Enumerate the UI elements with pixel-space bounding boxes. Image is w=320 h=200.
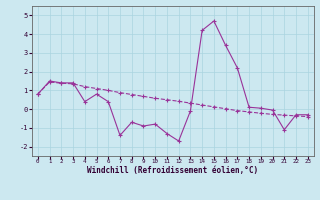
X-axis label: Windchill (Refroidissement éolien,°C): Windchill (Refroidissement éolien,°C) xyxy=(87,166,258,175)
